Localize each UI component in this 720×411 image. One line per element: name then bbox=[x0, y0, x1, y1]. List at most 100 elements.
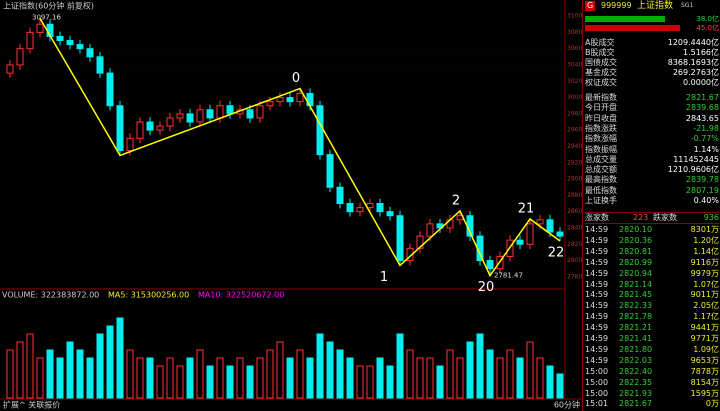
volume-bar bbox=[536, 357, 544, 399]
stat-key: 最低指数 bbox=[585, 185, 617, 195]
tick-row: 14:59 2820.36 1.20亿 bbox=[585, 236, 719, 246]
volume-bar bbox=[16, 341, 24, 399]
footer-right[interactable]: 60分钟 bbox=[554, 400, 580, 410]
tick-volume: 9653万 bbox=[690, 355, 719, 365]
volume-bar bbox=[426, 357, 434, 399]
stat-value: 0.0000亿 bbox=[683, 78, 719, 87]
tick-row: 14:59 2822.33 2.05亿 bbox=[585, 301, 719, 311]
tick-volume: 1595万 bbox=[690, 388, 719, 398]
candle-body bbox=[276, 97, 284, 103]
candle-body bbox=[86, 48, 94, 58]
tick-price: 2822.40 bbox=[619, 366, 653, 376]
tick-row: 14:59 2820.81 1.14亿 bbox=[585, 247, 719, 257]
stat-key: 指数振幅 bbox=[585, 144, 617, 154]
tick-time: 14:59 bbox=[585, 334, 609, 343]
tick-time: 14:59 bbox=[585, 312, 609, 322]
candle-body bbox=[296, 92, 304, 103]
volume-bar bbox=[396, 333, 404, 399]
tick-row: 15:00 2822.40 7878万 bbox=[585, 367, 719, 377]
volume-bar bbox=[376, 357, 384, 399]
volume-bar bbox=[76, 349, 84, 399]
volume-bar bbox=[476, 333, 484, 399]
candle-body bbox=[526, 223, 534, 245]
tick-price: 2820.36 bbox=[619, 235, 653, 245]
tick-volume: 1.09亿 bbox=[693, 344, 719, 354]
stat-row: 指数涨跌 -21.98 bbox=[585, 124, 719, 134]
tick-time: 14:59 bbox=[585, 323, 609, 333]
stat-row: B股成交 1.5166亿 bbox=[585, 48, 719, 58]
quote-panel: G 999999 上证指数 SG1 38.0亿 45.0亿 A股成交 1209.444… bbox=[582, 0, 720, 411]
volume-bar bbox=[546, 365, 554, 399]
tick-price: 2821.21 bbox=[619, 323, 653, 333]
y-tick-label: 2860 bbox=[567, 208, 582, 215]
stat-row: 最低指数 2807.19 bbox=[585, 186, 719, 196]
volume-bar bbox=[36, 357, 44, 399]
wave-label: 2 bbox=[452, 193, 460, 208]
tick-row: 14:59 2821.21 9441万 bbox=[585, 323, 719, 333]
tick-time: 15:00 bbox=[585, 388, 609, 398]
tick-price: 2821.78 bbox=[619, 312, 653, 322]
tick-row: 14:59 2821.80 1.09亿 bbox=[585, 345, 719, 355]
volume-bar bbox=[366, 365, 374, 399]
down-label: 跌家数 bbox=[653, 213, 677, 222]
tick-volume: 1.07亿 bbox=[693, 279, 719, 289]
stat-row: 上证换手 0.40% bbox=[585, 196, 719, 206]
stat-key: B股成交 bbox=[585, 48, 615, 57]
ma10-label: MA10: 322520672.00 bbox=[198, 291, 284, 300]
stat-value: -0.77% bbox=[690, 134, 719, 144]
code: 999999 bbox=[601, 1, 632, 10]
tick-time: 14:59 bbox=[585, 225, 609, 234]
tick-time: 14:59 bbox=[585, 290, 609, 300]
tick-volume: 1.20亿 bbox=[693, 235, 719, 245]
tick-time: 15:01 bbox=[585, 399, 609, 409]
volume-bar bbox=[496, 357, 504, 399]
y-tick-label: 2800 bbox=[567, 257, 582, 264]
stat-key: 指数涨跌 bbox=[585, 123, 617, 133]
candle-body bbox=[266, 101, 274, 107]
tick-volume: 1.17亿 bbox=[693, 312, 719, 322]
wave-label: 20 bbox=[478, 280, 495, 295]
y-tick-label: 2940 bbox=[567, 143, 582, 150]
candle-body bbox=[386, 211, 394, 217]
stat-row: 总成交量 111452445 bbox=[585, 155, 719, 165]
candle-body bbox=[146, 121, 154, 131]
volume-bar bbox=[256, 357, 264, 399]
volume-bar bbox=[66, 341, 74, 399]
tick-time: 14:59 bbox=[585, 257, 609, 267]
chart: 上证指数(60分钟 前复权) VOLUME: 322383872.00 MA5:… bbox=[0, 0, 582, 411]
volume-bar bbox=[226, 365, 234, 399]
candle-body bbox=[516, 239, 524, 245]
candle-body bbox=[26, 31, 34, 50]
volume-bar bbox=[336, 349, 344, 399]
tick-row: 14:59 2820.10 8301万 bbox=[585, 225, 719, 235]
stat-key: 昨日收盘 bbox=[585, 113, 617, 123]
stat-row: 今日开盘 2839.68 bbox=[585, 103, 719, 113]
tick-row: 14:59 2821.78 1.17亿 bbox=[585, 312, 719, 322]
stat-key: 最高指数 bbox=[585, 175, 617, 185]
volume-bar bbox=[266, 349, 274, 399]
candle-body bbox=[376, 203, 384, 213]
stat-key: 总成交额 bbox=[585, 165, 617, 175]
volume-bar bbox=[166, 357, 174, 399]
tick-row: 14:59 2821.14 1.07亿 bbox=[585, 280, 719, 290]
y-tick-label: 3100 bbox=[567, 13, 582, 20]
volume-bar bbox=[156, 365, 164, 399]
candle-body bbox=[426, 223, 434, 237]
volume-bar bbox=[176, 365, 184, 399]
footer-left[interactable]: 扩展^ 关联报价 bbox=[3, 400, 60, 410]
down-count: 936 bbox=[703, 213, 719, 222]
volume-bar bbox=[306, 357, 314, 399]
stat-row: 最新指数 2821.67 bbox=[585, 93, 719, 103]
volume-bar bbox=[216, 357, 224, 399]
tick-price: 2822.33 bbox=[619, 301, 653, 311]
candle-body bbox=[226, 105, 234, 115]
tick-row: 14:59 2820.94 9979万 bbox=[585, 269, 719, 279]
stat-key: 国债成交 bbox=[585, 58, 617, 67]
volume-bar bbox=[26, 333, 34, 399]
candle-body bbox=[346, 203, 354, 213]
stat-row: 总成交额 1210.9606亿 bbox=[585, 165, 719, 175]
panel-header: G 999999 上证指数 SG1 bbox=[585, 1, 719, 11]
stat-row: A股成交 1209.4440亿 bbox=[585, 38, 719, 48]
candle-body bbox=[16, 48, 24, 66]
tick-volume: 7878万 bbox=[690, 366, 719, 376]
